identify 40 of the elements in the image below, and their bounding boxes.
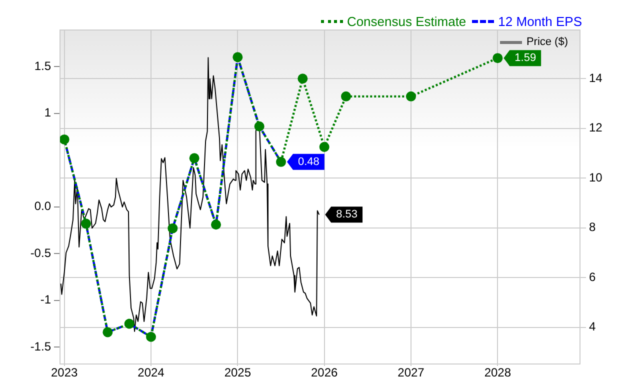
x-tick-label: 2025 [224, 366, 252, 380]
point [81, 218, 91, 229]
point [298, 74, 308, 84]
x-tick-label: 2023 [50, 366, 78, 380]
point [319, 142, 330, 152]
point [124, 318, 134, 329]
x-tick-label: 2027 [398, 366, 425, 380]
y-tick-label: -1.5 [30, 339, 52, 354]
y-tick-label: 1.5 [34, 58, 52, 73]
y2-tick-label: 4 [589, 320, 596, 334]
y2-tick-label: 10 [589, 170, 603, 184]
point [102, 327, 113, 338]
x-tick-label: 2024 [138, 366, 165, 380]
legend-label: Consensus Estimate [346, 14, 466, 29]
y2-tick-label: 8 [589, 220, 596, 234]
data-label: 1.59 [514, 52, 536, 64]
point [60, 134, 70, 144]
point [189, 153, 200, 164]
y-tick-label: 0.0 [34, 199, 52, 214]
point [232, 52, 243, 62]
point [146, 332, 156, 342]
point [341, 91, 351, 102]
x-tick-label: 2028 [484, 366, 512, 380]
point [492, 53, 503, 64]
y2-tick-label: 12 [589, 120, 603, 135]
y-tick-label: -0.5 [30, 246, 52, 260]
legend-label: 12 Month EPS [498, 14, 582, 29]
point [406, 91, 416, 102]
y-tick-label: -1 [40, 292, 52, 307]
y-tick-label: 1 [44, 106, 52, 120]
y2-tick-label: 6 [589, 270, 596, 284]
point [276, 156, 286, 167]
data-label: 0.48 [298, 156, 320, 168]
point [168, 223, 178, 234]
x-tick-label: 2026 [310, 366, 338, 380]
point [211, 220, 221, 230]
y2-tick-label: 14 [589, 70, 603, 85]
data-label: 8.53 [336, 208, 358, 221]
point [254, 121, 264, 132]
text: Price ($) [526, 36, 568, 48]
